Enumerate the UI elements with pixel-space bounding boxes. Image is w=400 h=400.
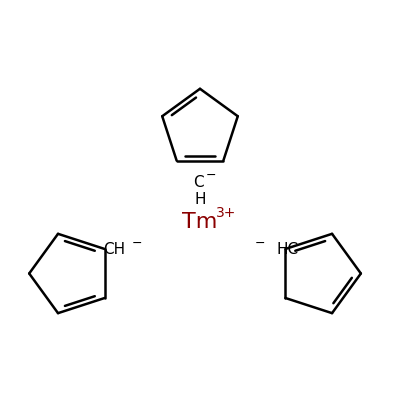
Text: −: −: [206, 169, 216, 182]
Text: H: H: [194, 192, 206, 208]
Text: Tm: Tm: [182, 212, 218, 232]
Text: C: C: [193, 175, 203, 190]
Text: −: −: [132, 237, 142, 250]
Text: CH: CH: [104, 242, 126, 257]
Text: 3+: 3+: [216, 206, 236, 220]
Text: HC: HC: [276, 242, 298, 257]
Text: −: −: [255, 237, 265, 250]
